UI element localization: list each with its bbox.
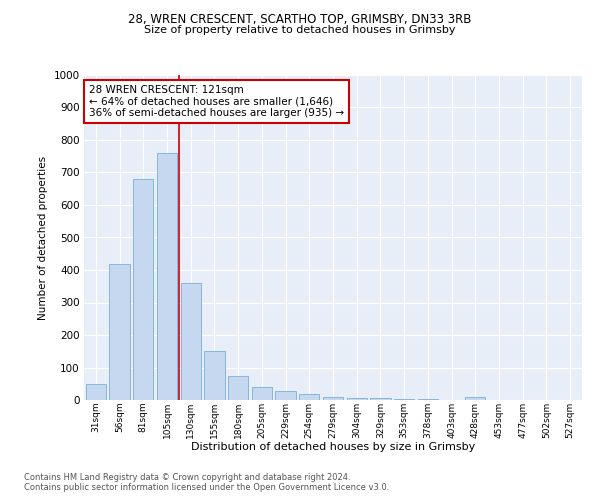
Bar <box>228 376 248 400</box>
Bar <box>465 397 485 400</box>
Text: Size of property relative to detached houses in Grimsby: Size of property relative to detached ho… <box>144 25 456 35</box>
Bar <box>299 394 319 400</box>
Bar <box>181 283 201 400</box>
Text: Contains HM Land Registry data © Crown copyright and database right 2024.: Contains HM Land Registry data © Crown c… <box>24 472 350 482</box>
Bar <box>252 387 272 400</box>
Text: Distribution of detached houses by size in Grimsby: Distribution of detached houses by size … <box>191 442 475 452</box>
Bar <box>275 391 296 400</box>
Bar <box>347 398 367 400</box>
Bar <box>205 351 224 400</box>
Bar <box>323 397 343 400</box>
Text: Contains public sector information licensed under the Open Government Licence v3: Contains public sector information licen… <box>24 482 389 492</box>
Bar <box>370 398 391 400</box>
Bar <box>109 264 130 400</box>
Bar <box>86 384 106 400</box>
Bar <box>133 179 154 400</box>
Bar <box>394 399 414 400</box>
Bar <box>157 153 177 400</box>
Text: 28, WREN CRESCENT, SCARTHO TOP, GRIMSBY, DN33 3RB: 28, WREN CRESCENT, SCARTHO TOP, GRIMSBY,… <box>128 12 472 26</box>
Y-axis label: Number of detached properties: Number of detached properties <box>38 156 48 320</box>
Text: 28 WREN CRESCENT: 121sqm
← 64% of detached houses are smaller (1,646)
36% of sem: 28 WREN CRESCENT: 121sqm ← 64% of detach… <box>89 84 344 118</box>
